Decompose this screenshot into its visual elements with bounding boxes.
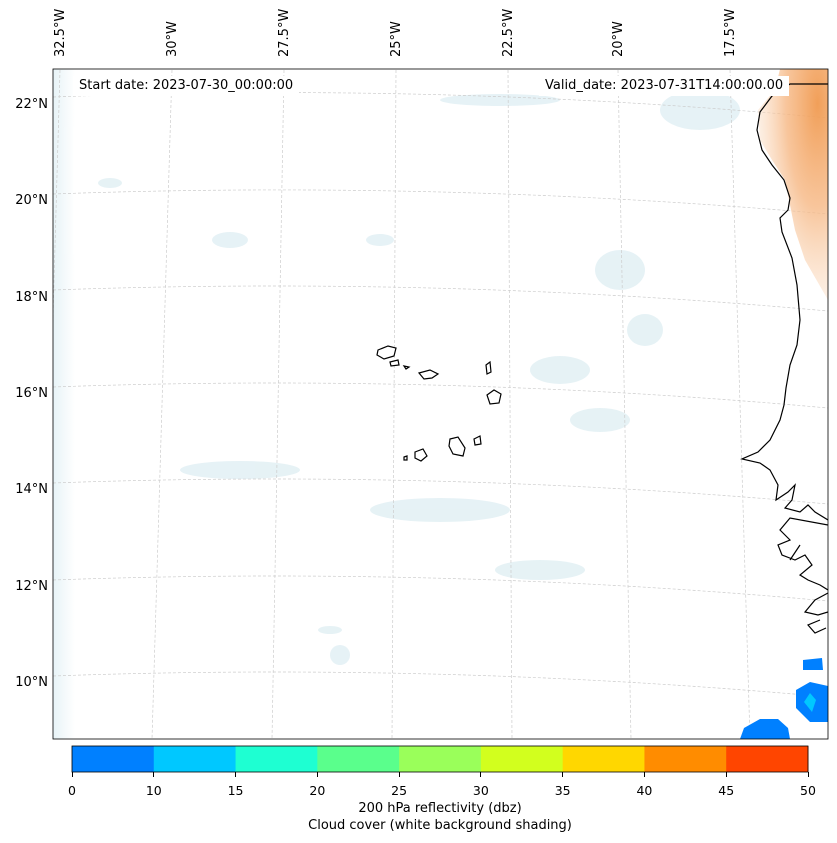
colorbar-tick-label: 30 — [472, 783, 489, 798]
lat-label: 12°N — [15, 579, 48, 594]
map-area — [53, 69, 828, 739]
lat-label: 10°N — [15, 675, 48, 690]
colorbar-subtitle: Cloud cover (white background shading) — [308, 818, 572, 833]
island-sao-nicolau — [417, 369, 440, 380]
colorbar-tick-label: 20 — [309, 783, 326, 798]
reflectivity-cell — [740, 719, 790, 739]
lon-label: 25°W — [389, 21, 404, 57]
colorbar-bin — [235, 746, 318, 772]
colorbar-tick-mark — [153, 772, 155, 777]
colorbar-tick-label: 50 — [800, 783, 816, 798]
colorbar-tick-label: 35 — [554, 783, 571, 798]
island-maio — [473, 435, 482, 446]
colorbar-tick-mark — [725, 772, 727, 777]
valid-date-label: Valid_date: 2023-07-31T14:00:00.00 — [539, 76, 790, 96]
colorbar-tick-mark — [398, 772, 400, 777]
lon-label: 32.5°W — [53, 8, 68, 57]
island-brava — [403, 455, 408, 461]
africa-coastline — [740, 83, 828, 521]
lon-label: 20°W — [611, 21, 626, 57]
island-sal — [485, 360, 492, 375]
lon-label: 27.5°W — [277, 8, 292, 57]
island-santo-antao — [376, 345, 397, 360]
colorbar-tick-mark — [316, 772, 318, 777]
reflectivity-cell — [804, 693, 816, 712]
colorbar-tick-label: 45 — [718, 783, 735, 798]
reflectivity-cell — [803, 658, 823, 670]
start-date-label: Start date: 2023-07-30_00:00:00 — [73, 76, 300, 96]
colorbar-tick-label: 40 — [636, 783, 653, 798]
colorbar-tick-label: 15 — [227, 783, 244, 798]
colorbar-border — [71, 745, 809, 773]
island-santiago — [448, 436, 466, 457]
colorbar-title: 200 hPa reflectivity (dbz) — [358, 801, 522, 816]
lat-label: 16°N — [15, 386, 48, 401]
colorbar-bin — [153, 746, 237, 772]
colorbar-tick-label: 0 — [68, 783, 76, 798]
colorbar-bin — [562, 746, 645, 772]
island-sao-vicente — [389, 359, 400, 367]
reflectivity-cells — [740, 658, 828, 739]
lon-label: 22.5°W — [501, 8, 516, 57]
lat-label: 20°N — [15, 193, 48, 208]
guinea-bissau-coastline — [777, 517, 828, 634]
island-santa-luzia — [402, 365, 411, 370]
cabo-verde-islands — [376, 345, 502, 462]
land-shading — [758, 69, 828, 300]
lat-label: 18°N — [15, 290, 48, 305]
lat-label: 22°N — [15, 97, 48, 112]
colorbar-bin — [644, 746, 727, 772]
colorbar-bin — [317, 746, 400, 772]
lon-label: 30°W — [165, 21, 180, 57]
lat-label: 14°N — [15, 482, 48, 497]
colorbar-tick-mark — [480, 772, 482, 777]
cloud-shading — [53, 69, 740, 739]
colorbar — [72, 746, 809, 772]
map-border — [52, 68, 829, 740]
colorbar-tick-mark — [71, 772, 73, 777]
colorbar-bin — [726, 746, 809, 772]
colorbar-tick-label: 25 — [391, 783, 408, 798]
colorbar-bin — [480, 746, 564, 772]
colorbar-tick-label: 10 — [145, 783, 162, 798]
colorbar-bin — [399, 746, 482, 772]
colorbar-tick-mark — [807, 772, 809, 777]
colorbar-tick-mark — [562, 772, 564, 777]
colorbar-tick-mark — [235, 772, 237, 777]
lon-label: 17.5°W — [723, 8, 738, 57]
island-boa-vista — [486, 389, 502, 405]
colorbar-bin — [72, 746, 155, 772]
colorbar-tick-mark — [643, 772, 645, 777]
island-fogo — [414, 448, 428, 462]
